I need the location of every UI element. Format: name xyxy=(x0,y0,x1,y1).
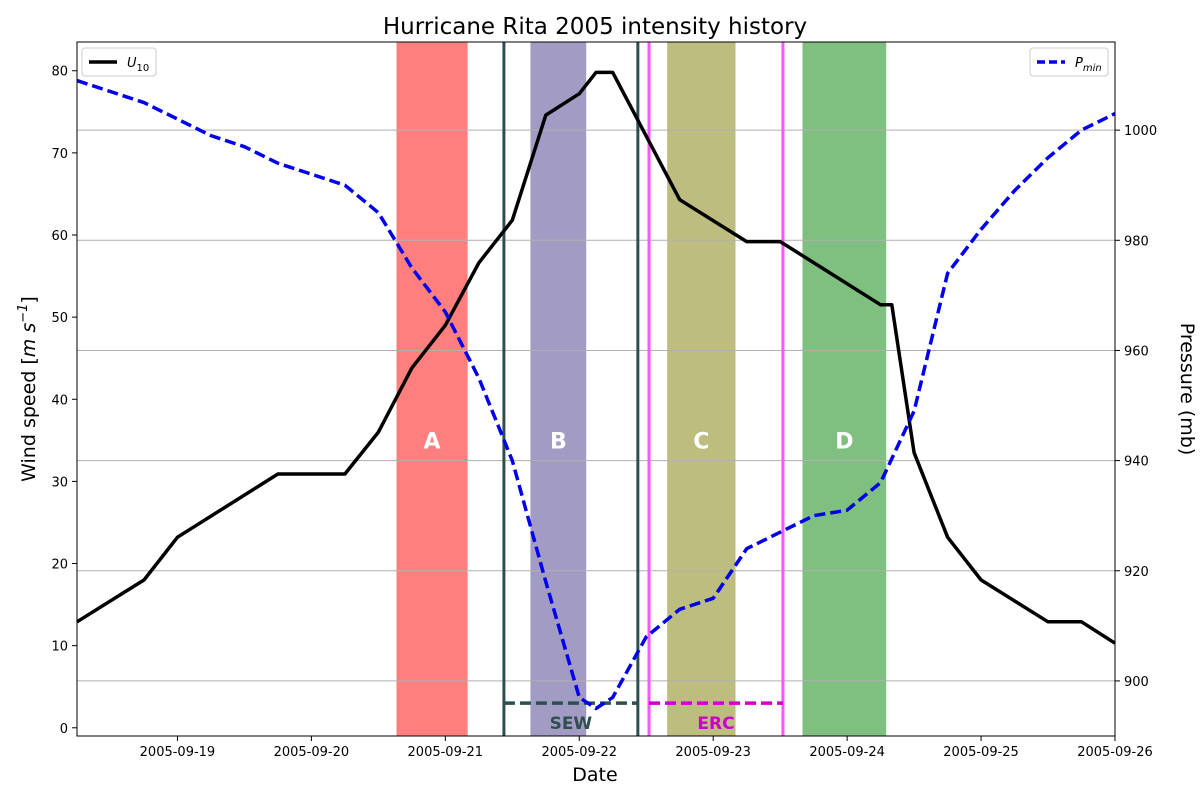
y-left-axis-label: Wind speed [m s−1] xyxy=(16,296,40,482)
region-label-c: C xyxy=(693,430,709,455)
y-left-tick-label: 70 xyxy=(51,147,68,162)
y-left-label-main: Wind speed [ xyxy=(18,357,40,482)
series-line-pmin xyxy=(76,78,1116,711)
y-right-axis-label: Pressure (mb) xyxy=(1176,323,1198,456)
region-label-b: B xyxy=(550,430,567,455)
x-tick-label: 2005-09-22 xyxy=(541,745,617,760)
legend-label: U10 xyxy=(127,56,149,74)
legend-box xyxy=(81,47,157,77)
y-right-tick-label: 960 xyxy=(1124,344,1149,359)
x-axis-label: Date xyxy=(572,764,617,786)
region-label-a: A xyxy=(424,430,441,455)
y-left-tick-label: 60 xyxy=(51,229,68,244)
y-right-tick-label: 980 xyxy=(1124,234,1149,249)
y-left-tick-label: 50 xyxy=(51,311,68,326)
legend-box xyxy=(1029,47,1109,77)
span-label-sew: SEW xyxy=(550,714,593,734)
y-left-tick-label: 30 xyxy=(51,475,68,490)
x-tick-label: 2005-09-19 xyxy=(140,745,216,760)
y-left-tick-label: 10 xyxy=(51,640,68,655)
shaded-region-d xyxy=(802,42,887,736)
legend-u10: U10 xyxy=(81,47,157,77)
y-left-tick-label: 20 xyxy=(51,558,68,573)
y-left-tick-label: 80 xyxy=(51,65,68,80)
y-left-label-unit: m s xyxy=(18,323,40,358)
y-left-label-exp: −1 xyxy=(16,304,31,323)
shaded-region-b xyxy=(530,42,587,736)
series-line-u10 xyxy=(76,70,1116,645)
x-tick-label: 2005-09-23 xyxy=(675,745,751,760)
shaded-region-c xyxy=(667,42,736,736)
chart-title: Hurricane Rita 2005 intensity history xyxy=(383,14,807,40)
x-tick-label: 2005-09-21 xyxy=(408,745,484,760)
shaded-region-a xyxy=(396,42,468,736)
y-right-tick-label: 920 xyxy=(1124,565,1149,580)
y-right-tick-label: 940 xyxy=(1124,455,1149,470)
y-left-tick-label: 40 xyxy=(51,393,68,408)
legend-pmin: Pmin xyxy=(1029,47,1109,77)
span-label-erc: ERC xyxy=(697,714,734,734)
plot-frame xyxy=(76,41,1116,737)
x-tick-label: 2005-09-26 xyxy=(1077,745,1153,760)
x-tick-label: 2005-09-20 xyxy=(274,745,350,760)
region-label-d: D xyxy=(835,430,853,455)
y-right-tick-label: 900 xyxy=(1124,675,1149,690)
y-left-label-close: ] xyxy=(18,296,40,303)
y-left-tick-label: 0 xyxy=(60,722,68,737)
legend-label: Pmin xyxy=(1075,56,1102,74)
y-right-tick-label: 1000 xyxy=(1124,124,1157,139)
x-tick-label: 2005-09-25 xyxy=(943,745,1019,760)
plot-area: A B C D SEW ERC 2005-09-19 2005-09-20 2005-09-21… xyxy=(51,41,1157,760)
x-tick-label: 2005-09-24 xyxy=(809,745,885,760)
